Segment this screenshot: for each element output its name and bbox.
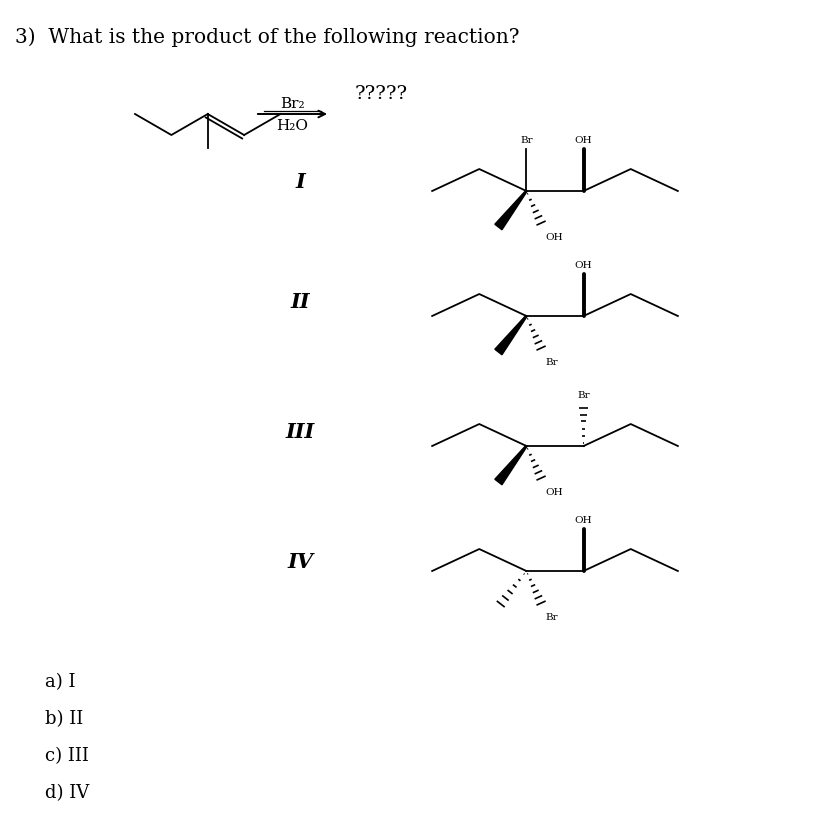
Text: Br₂: Br₂ [280, 97, 305, 111]
Text: d) IV: d) IV [45, 783, 89, 801]
Text: OH: OH [575, 515, 592, 524]
Polygon shape [495, 191, 527, 231]
Text: Br: Br [520, 135, 532, 145]
Text: OH: OH [575, 261, 592, 270]
Polygon shape [495, 316, 527, 355]
Text: Br: Br [578, 390, 590, 400]
Polygon shape [495, 446, 527, 485]
Text: OH: OH [575, 135, 592, 145]
Text: III: III [285, 421, 315, 441]
Text: OH: OH [545, 487, 563, 497]
Text: IV: IV [287, 551, 313, 571]
Text: c) III: c) III [45, 746, 89, 764]
Text: Br: Br [545, 358, 558, 366]
Text: b) II: b) II [45, 709, 83, 727]
Text: 3)  What is the product of the following reaction?: 3) What is the product of the following … [15, 27, 519, 47]
Text: II: II [290, 292, 310, 312]
Text: ?????: ????? [355, 85, 408, 103]
Text: a) I: a) I [45, 672, 76, 691]
Text: H₂O: H₂O [277, 119, 308, 133]
Text: OH: OH [545, 232, 563, 242]
Text: Br: Br [545, 612, 558, 621]
Text: I: I [295, 171, 305, 191]
